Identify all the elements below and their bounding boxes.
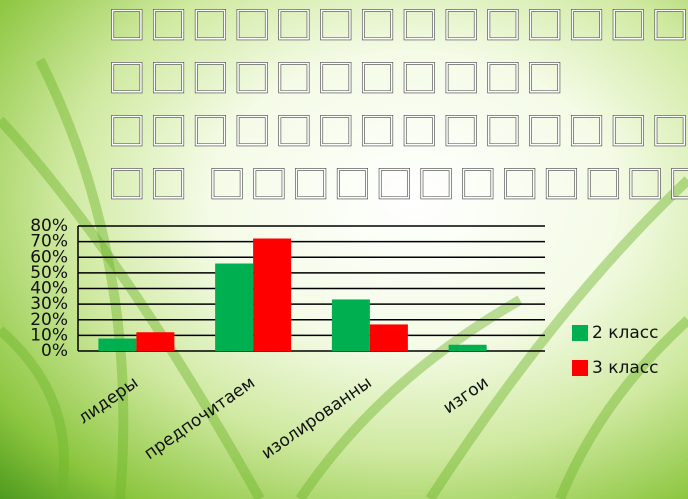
bar <box>136 332 175 351</box>
y-tick-label: 50% <box>30 263 68 283</box>
legend-label: 3 класс <box>592 358 658 378</box>
grass <box>0 57 688 499</box>
legend-swatch <box>572 360 588 376</box>
title-line: □□□□□□□□□□□ <box>108 52 568 98</box>
x-tick-label: изолированны <box>258 373 376 464</box>
legend-label: 2 класс <box>592 323 658 343</box>
bar <box>98 338 137 351</box>
bar <box>215 263 254 351</box>
y-tick-label: 30% <box>30 294 68 314</box>
y-tick-label: 20% <box>30 310 68 330</box>
y-tick-label: 80% <box>30 216 68 236</box>
x-tick-label: лидеры <box>75 373 142 429</box>
title-line: □□□□□□□□□□□□□□□□□ <box>108 105 688 151</box>
bar <box>369 324 408 351</box>
bar <box>331 299 370 351</box>
y-tick-label: 40% <box>30 279 68 299</box>
title-line: □□□□□□□□□□□□□□ <box>108 0 688 45</box>
title-line: □□ □□□□□□□□□□□□□ <box>108 158 688 204</box>
y-tick-label: 70% <box>30 232 68 252</box>
y-tick-label: 0% <box>41 341 68 361</box>
legend-swatch <box>572 325 588 341</box>
bar <box>253 238 292 351</box>
title: □□□□□□□□□□□□□□□□□□□□□□□□□□□□□□□□□□□□□□□ □… <box>108 0 688 204</box>
bar <box>448 344 487 351</box>
y-tick-label: 10% <box>30 325 68 345</box>
y-tick-label: 60% <box>30 247 68 267</box>
